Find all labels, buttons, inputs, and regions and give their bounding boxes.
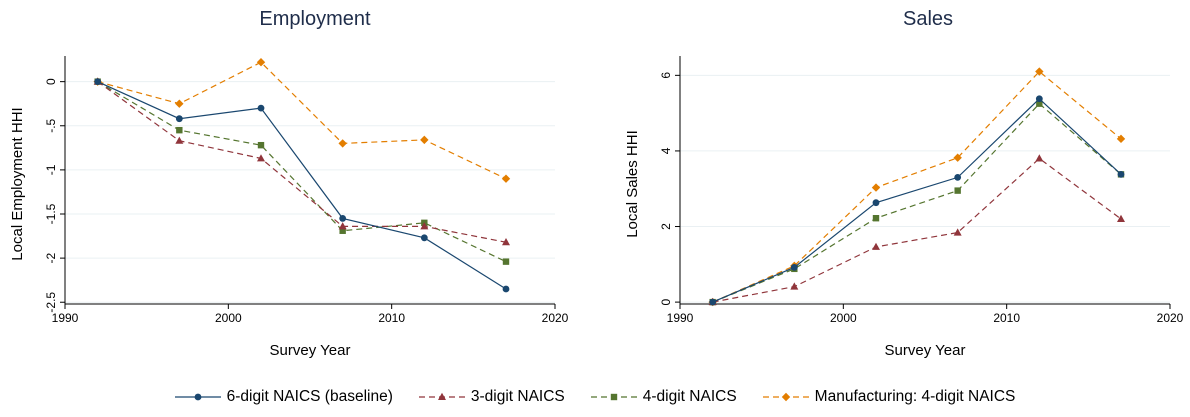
legend: 6-digit NAICS (baseline) 3-digit NAICS 4-d… — [0, 388, 1190, 406]
x-axis-title: Survey Year — [270, 342, 351, 359]
x-axis-title: Survey Year — [885, 342, 966, 359]
chart-title: Sales — [903, 8, 953, 30]
legend-marker — [437, 392, 446, 400]
y-tick-label: -2 — [44, 252, 58, 263]
data-point — [953, 228, 962, 236]
data-point — [175, 99, 184, 108]
data-point — [1117, 170, 1125, 178]
data-point — [175, 136, 184, 144]
data-point — [1035, 95, 1043, 103]
y-tick-label: 0 — [44, 78, 58, 85]
x-tick-label: 2000 — [215, 311, 242, 325]
y-tick-label: -1 — [44, 164, 58, 175]
data-point — [709, 298, 717, 306]
y-axis-title: Local Sales HHI — [624, 130, 641, 238]
data-point — [176, 126, 183, 134]
series-line-1 — [97, 81, 507, 290]
data-point — [872, 199, 880, 207]
legend-label: 3-digit NAICS — [470, 388, 565, 405]
x-tick-label: 2000 — [830, 311, 857, 325]
legend-marker — [194, 393, 201, 401]
data-point — [339, 215, 347, 222]
data-point — [257, 104, 265, 112]
data-point — [502, 238, 510, 246]
series-line-1 — [712, 97, 1122, 303]
x-tick-label: 1990 — [52, 311, 79, 325]
y-tick-label: 6 — [659, 72, 673, 79]
data-point — [953, 153, 962, 162]
data-point — [502, 285, 510, 293]
x-tick-label: 2010 — [993, 311, 1020, 325]
legend-swatch — [174, 393, 221, 401]
x-tick-label: 1990 — [667, 311, 694, 325]
legend-swatch — [762, 392, 809, 402]
y-tick-label: 2 — [659, 223, 673, 230]
series-line-2 — [97, 81, 507, 243]
data-point — [94, 78, 102, 86]
legend-item-4: Manufacturing: 4-digit NAICS — [762, 388, 1016, 406]
legend-item-1: 6-digit NAICS (baseline) — [174, 388, 393, 406]
x-tick-label: 2020 — [1157, 311, 1184, 325]
y-tick-label: -1.5 — [44, 203, 58, 224]
y-tick-label: -2.5 — [44, 292, 58, 313]
data-point — [256, 58, 266, 67]
data-point — [420, 135, 429, 145]
data-point — [1116, 134, 1126, 144]
data-point — [1035, 154, 1044, 162]
legend-marker — [781, 392, 790, 402]
series-line-3 — [712, 102, 1122, 303]
data-point — [790, 263, 798, 271]
data-point — [420, 234, 428, 242]
data-point — [339, 227, 346, 234]
series-line-2 — [712, 157, 1122, 303]
legend-label: Manufacturing: 4-digit NAICS — [814, 388, 1016, 405]
chart-panel-2: Sales 0 2 4 6 1990 2000 2010 2020 Survey Year Loca… — [624, 8, 1184, 359]
legend-swatch — [418, 392, 465, 400]
x-tick-label: 2010 — [378, 311, 405, 325]
data-point — [338, 222, 347, 230]
data-point — [872, 242, 880, 250]
data-point — [502, 258, 510, 265]
legend-swatch — [590, 393, 637, 401]
legend-label: 4-digit NAICS — [642, 388, 737, 405]
chart-title: Employment — [259, 8, 371, 30]
data-point — [1036, 100, 1043, 107]
y-axis-title: Local Employment HHI — [9, 107, 26, 260]
legend-item-3: 4-digit NAICS — [590, 388, 737, 406]
data-point — [257, 141, 265, 149]
series-line-3 — [97, 81, 507, 263]
data-point — [420, 222, 429, 230]
series-line-4 — [97, 61, 507, 180]
data-point — [872, 215, 880, 222]
data-point — [790, 282, 799, 290]
data-point — [1035, 67, 1044, 76]
series-line-4 — [712, 70, 1122, 303]
data-point — [954, 173, 962, 181]
data-point — [257, 154, 265, 162]
data-point — [871, 183, 881, 192]
x-tick-label: 2020 — [542, 311, 569, 325]
y-tick-label: -.5 — [44, 118, 58, 132]
data-point — [175, 115, 183, 123]
legend-label: 6-digit NAICS (baseline) — [226, 388, 393, 405]
data-point — [954, 187, 961, 194]
data-point — [501, 174, 511, 183]
data-point — [338, 139, 347, 148]
data-point — [1117, 214, 1125, 222]
legend-item-2: 3-digit NAICS — [418, 388, 565, 406]
y-tick-label: 0 — [659, 298, 673, 305]
legend-marker — [610, 393, 617, 401]
y-tick-label: 4 — [659, 147, 673, 154]
